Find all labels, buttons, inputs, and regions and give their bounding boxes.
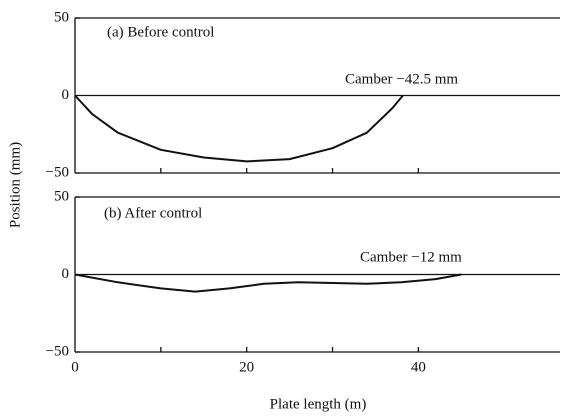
annotation: Camber −42.5 mm: [345, 71, 458, 87]
x-tick-label: 20: [239, 359, 254, 375]
data-line: [74, 94, 404, 163]
x-axis-label: Plate length (m): [270, 396, 367, 412]
y-tick-label: 0: [62, 87, 70, 103]
y-tick-label: −50: [46, 164, 69, 180]
annotation: Camber −12 mm: [360, 249, 462, 265]
data-line: [74, 273, 462, 293]
y-tick-label: 50: [54, 9, 69, 25]
y-tick-label: −50: [46, 343, 69, 359]
x-tick-label: 0: [71, 359, 79, 375]
y-axis-label: Position (mm): [7, 142, 23, 228]
x-tick-label: 40: [411, 359, 426, 375]
y-tick-label: 0: [62, 266, 70, 282]
panel-label: (a) Before control: [107, 24, 214, 40]
panel-label: (b) After control: [104, 205, 202, 221]
y-tick-label: 50: [54, 188, 69, 204]
